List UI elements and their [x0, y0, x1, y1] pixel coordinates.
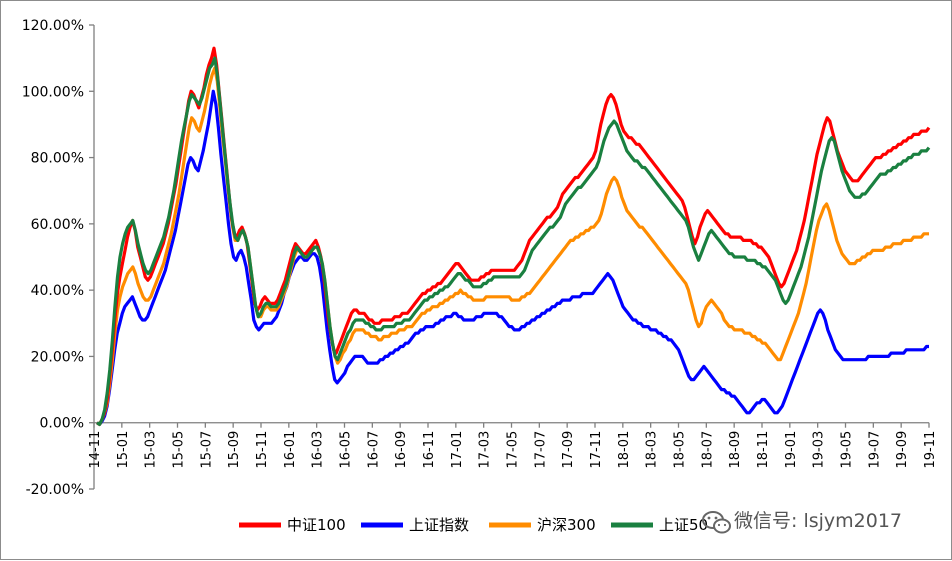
x-tick-label: 15-03: [144, 431, 159, 469]
x-tick-label: 17-11: [589, 431, 604, 469]
legend-label: 沪深300: [537, 516, 596, 534]
x-tick-label: 16-11: [422, 431, 437, 469]
x-tick-label: 16-05: [339, 431, 354, 469]
x-tick-label: 17-05: [506, 431, 521, 469]
legend: 中证100 上证指数 沪深300 上证50: [239, 516, 708, 534]
x-tick-label: 17-09: [561, 431, 576, 469]
x-tick-label: 15-01: [116, 431, 131, 469]
x-tick-label: 18-01: [617, 431, 632, 469]
wechat-icon: [702, 511, 731, 534]
x-tick-label: 15-05: [172, 431, 187, 469]
series-line-1: [96, 89, 929, 426]
legend-label: 上证指数: [409, 516, 469, 534]
y-tick-label: 120.00%: [22, 18, 84, 34]
x-tick-label: 15-11: [255, 431, 270, 469]
series-layer: [96, 46, 931, 426]
x-tick-label: 14-11: [88, 431, 103, 469]
x-tick-label: 18-07: [700, 431, 715, 469]
x-tick-label: 18-03: [645, 431, 660, 469]
legend-label: 中证100: [287, 516, 346, 534]
y-tick-label: 80.00%: [31, 151, 84, 167]
x-tick-label: 19-07: [867, 431, 882, 469]
x-tick-label: 17-07: [533, 431, 548, 469]
x-tick-label: 18-11: [756, 431, 771, 469]
x-tick-label: 16-07: [366, 431, 381, 469]
y-tick-label: 100.00%: [22, 84, 84, 100]
y-tick-label: 20.00%: [31, 349, 84, 365]
series-line-3: [96, 56, 931, 426]
y-tick-label: 0.00%: [40, 416, 84, 432]
x-tick-label: 19-11: [923, 431, 938, 469]
x-tick-label: 18-09: [728, 431, 743, 469]
x-tick-label: 16-03: [311, 431, 326, 469]
watermark-text: 微信号: lsjym2017: [734, 510, 902, 532]
x-tick-label: 15-07: [199, 431, 214, 469]
x-tick-label: 19-01: [784, 431, 799, 469]
y-tick-label: 40.00%: [31, 283, 84, 299]
watermark: 微信号: lsjym2017: [702, 510, 902, 534]
legend-label: 上证50: [659, 516, 708, 534]
y-tick-label: 60.00%: [31, 217, 84, 233]
x-tick-label: 19-05: [840, 431, 855, 469]
x-tick-label: 19-09: [895, 431, 910, 469]
x-tick-label: 17-01: [450, 431, 465, 469]
x-tick-label: 19-03: [812, 431, 827, 469]
x-tick-label: 16-01: [283, 431, 298, 469]
x-tick-label: 17-03: [478, 431, 493, 469]
x-tick-label: 16-09: [394, 431, 409, 469]
y-tick-label: -20.00%: [26, 482, 84, 498]
x-tick-label: 18-05: [673, 431, 688, 469]
axes: 120.00% 100.00% 80.00% 60.00% 40.00% 20.00% 0.…: [22, 18, 938, 498]
series-line-2: [96, 66, 929, 426]
x-tick-label: 15-09: [227, 431, 242, 469]
